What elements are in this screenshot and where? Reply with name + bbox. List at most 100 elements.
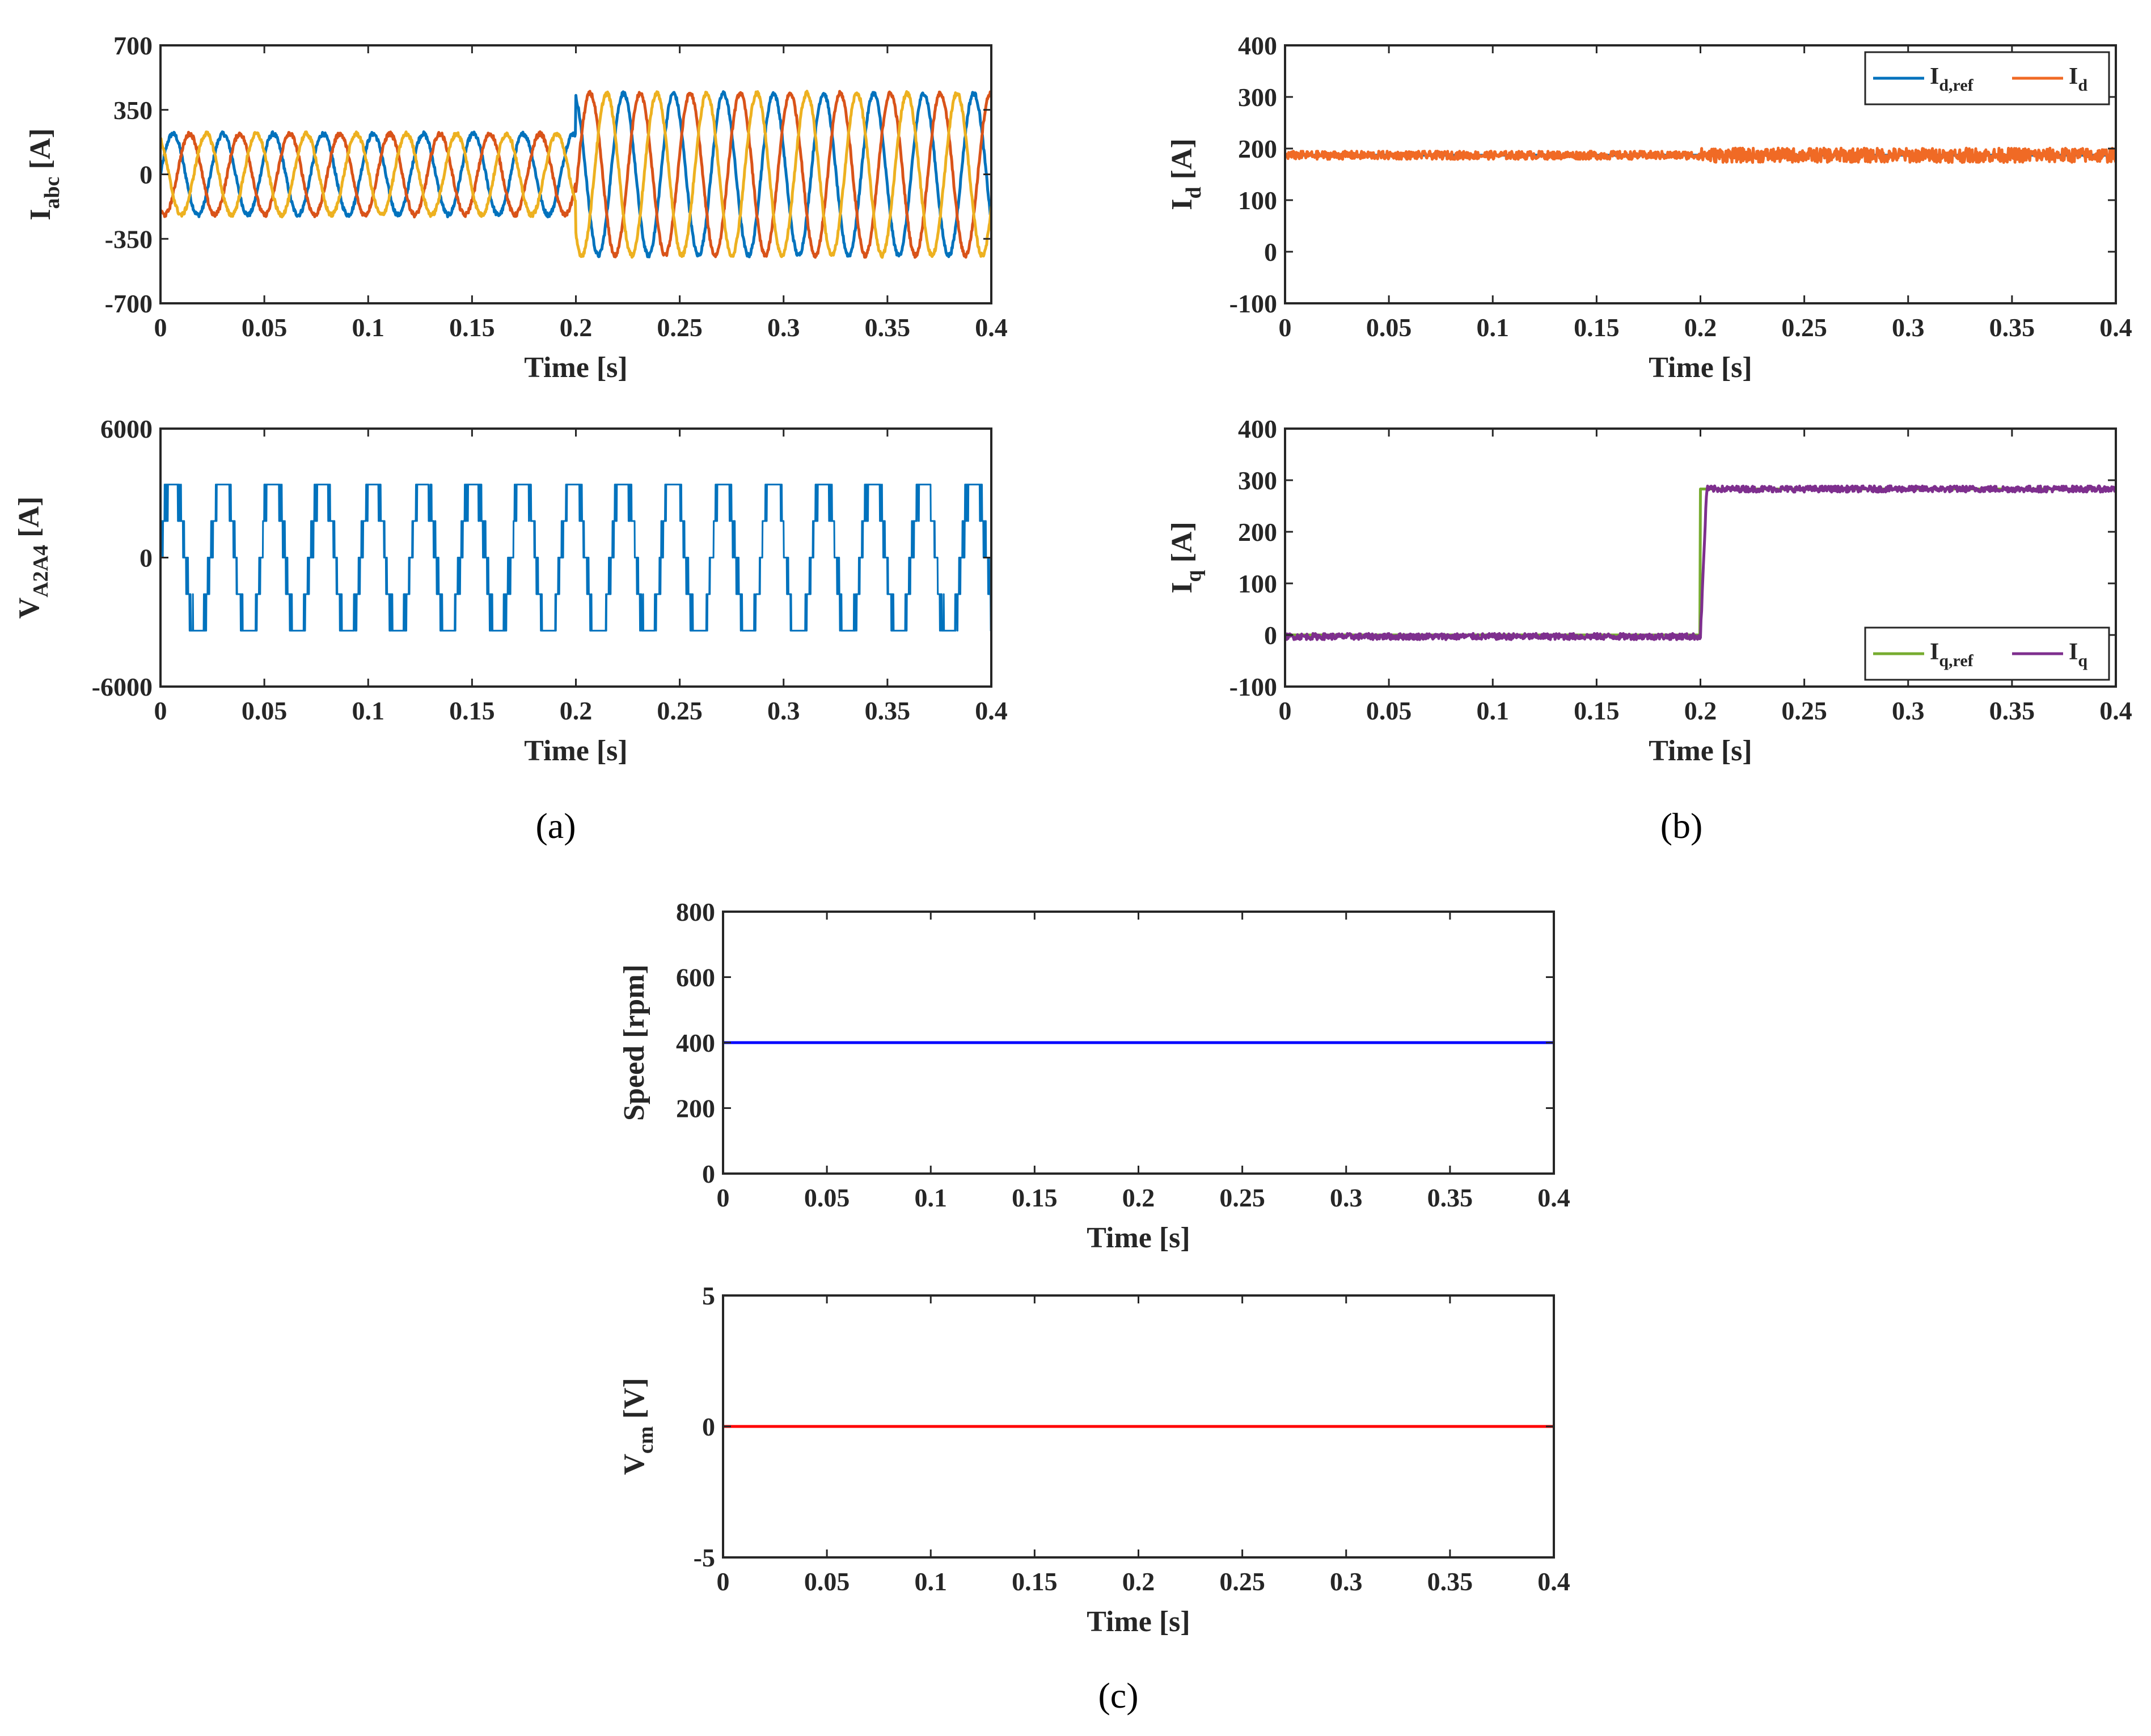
va2a4-series-group [160,484,991,632]
iq-xtick-label: 0.15 [1574,696,1620,725]
va2a4-xtick-label: 0.1 [352,696,385,725]
id-ylabel-main: I [1166,199,1198,210]
iabc-ylabel-main: I [24,209,57,220]
speed-ytick-label: 0 [702,1159,715,1188]
charts-layer: 0 0.05 0.1 0.15 0.2 0.25 0.3 0.35 0.47003500-350… [13,31,2132,1638]
id-xtick-label: 0.3 [1892,313,1925,342]
iq-xtick-label: 0.4 [2099,696,2132,725]
id-ytick-label: 400 [1238,31,1277,60]
vcm-xtick-label: 0.25 [1219,1567,1265,1596]
panel-caption-c: (c) [1098,1675,1138,1716]
iabc-ylabel-unit: [A] [24,128,57,176]
vcm-xtick-label: 0.1 [915,1567,948,1596]
id-ytick-label: 200 [1238,134,1277,163]
id-legend-main: I [2069,63,2078,90]
chart-speed: 0 0.05 0.1 0.15 0.2 0.25 0.3 0.35 0.4 800 600 400 20… [618,897,1570,1254]
iq-ytick-label: -100 [1229,672,1277,701]
chart-va2a4: 0 0.05 0.1 0.15 0.2 0.25 0.3 0.35 0.460000-6000T… [13,414,1008,767]
iq-ylabel-unit: [A] [1166,522,1198,570]
iq-legend-sub: q,ref [1939,651,1973,670]
id-ytick-label: -100 [1229,289,1277,318]
va2a4-ylabel: VA2A4 [A] [13,497,53,619]
vcm-xtick-label: 0.05 [804,1567,850,1596]
iabc-series-ic [160,90,991,259]
va2a4-xtick-label: 0.25 [657,696,703,725]
id-xtick-label: 0.4 [2099,313,2132,342]
id-ylabel-unit: [A] [1166,138,1198,187]
va2a4-ylabel-sub: A2A4 [29,545,53,598]
va2a4-xtick-label: 0.15 [449,696,495,725]
panel-caption-b: (b) [1660,806,1703,846]
iq-ylabel: Iq [A] [1166,522,1206,594]
iq-xtick-label: 0.35 [1989,696,2035,725]
iabc-xtick-label: 0 [154,313,167,342]
speed-ytick-label: 600 [676,963,715,992]
va2a4-ylabel-unit: [A] [13,497,45,545]
iq-ytick-label: 200 [1238,518,1277,547]
iq-ytick-label: 100 [1238,569,1277,598]
id-legend: Id,ref Id [1864,51,2110,105]
vcm-ytick-label: 5 [702,1281,715,1310]
iabc-series-group [160,90,991,259]
vcm-ytick-label: -5 [694,1543,715,1572]
vcm-xtick-label: 0.15 [1012,1567,1058,1596]
id-xtick-label: 0.05 [1366,313,1412,342]
speed-ytick-label: 200 [676,1094,715,1123]
id-ylabel-sub: d [1182,187,1206,198]
va2a4-ytick-label: 0 [140,544,153,573]
iq-ylabel-sub: q [1182,570,1206,582]
chart-iabc: 0 0.05 0.1 0.15 0.2 0.25 0.3 0.35 0.4 700 350 0 -350… [24,31,1008,384]
va2a4-xtick-label: 0.35 [865,696,911,725]
id-legend-main: I [1930,63,1939,90]
speed-xtick-label: 0.1 [915,1183,948,1212]
iabc-series-ia [160,90,991,259]
id-xtick-label: 0.15 [1574,313,1620,342]
va2a4-ytick-label: -6000 [92,672,153,701]
va2a4-xtick-label: 0.2 [560,696,593,725]
id-legend-sub: d [2078,76,2087,95]
vcm-ylabel-main: V [618,1454,650,1475]
speed-ylabel: Speed [rpm] [618,964,650,1121]
va2a4-xtick-label: 0.05 [242,696,288,725]
vcm-ylabel-unit: [V] [618,1378,650,1426]
iabc-xtick-label: 0.2 [560,313,593,342]
id-legend-entry: Id,ref [1930,63,1974,95]
va2a4-ytick-label: 6000 [100,414,153,443]
speed-xtick-label: 0.4 [1537,1183,1570,1212]
va2a4-xtick-label: 0.4 [975,696,1008,725]
id-ytick-label: 0 [1264,238,1277,266]
iq-xtick-label: 0.1 [1477,696,1510,725]
va2a4-xtick-label: 0.3 [767,696,800,725]
speed-ytick-label: 800 [676,897,715,926]
iabc-xtick-label: 0.35 [865,313,911,342]
iabc-xtick-label: 0.25 [657,313,703,342]
id-xtick-label: 0.2 [1684,313,1717,342]
va2a4-ylabel-main: V [13,598,45,619]
iq-ytick-label: 0 [1264,621,1277,650]
va2a4-series-va2a4 [160,484,991,632]
id-xtick-label: 0.35 [1989,313,2035,342]
speed-xtick-label: 0.3 [1330,1183,1363,1212]
id-legend-sub: d,ref [1939,76,1973,95]
vcm-xlabel: Time [s] [1087,1606,1190,1638]
vcm-ylabel-sub: cm [634,1426,658,1454]
iabc-xtick-label: 0.3 [767,313,800,342]
va2a4-xtick-label: 0 [154,696,167,725]
vcm-ytick-label: 0 [702,1412,715,1441]
iabc-xtick-label: 0.15 [449,313,495,342]
id-series-i-d [1285,146,2116,164]
iabc-xtick-label: 0.4 [975,313,1008,342]
id-xtick-label: 0.1 [1477,313,1510,342]
iq-ytick-label: 400 [1238,414,1277,443]
iq-series-i-q [1285,484,2116,641]
id-xtick-label: 0 [1279,313,1292,342]
id-ytick-label: 300 [1238,83,1277,112]
speed-xtick-label: 0.05 [804,1183,850,1212]
iabc-xtick-label: 0.1 [352,313,385,342]
iabc-ylabel-sub: abc [40,176,64,209]
speed-ytick-label: 400 [676,1028,715,1057]
vcm-xtick-label: 0.2 [1122,1567,1155,1596]
speed-ylabel-main: Speed [rpm] [618,964,650,1121]
iq-xtick-label: 0.3 [1892,696,1925,725]
